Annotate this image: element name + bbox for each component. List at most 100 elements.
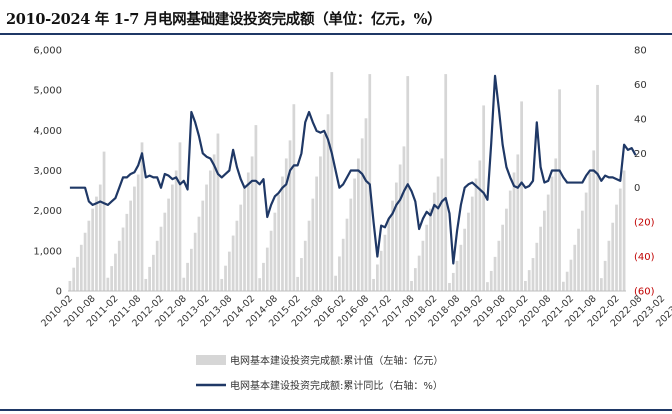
bar <box>596 84 599 291</box>
bar <box>201 200 205 292</box>
bar <box>186 262 189 291</box>
bar <box>231 235 235 291</box>
bar <box>281 176 284 291</box>
bar <box>79 244 83 291</box>
bar <box>284 158 288 291</box>
bar <box>243 188 246 291</box>
bar <box>345 218 349 291</box>
bar <box>326 114 330 292</box>
bar <box>167 198 170 291</box>
bar <box>558 89 561 291</box>
bar <box>338 256 341 291</box>
bar <box>250 156 254 291</box>
bar <box>425 224 429 291</box>
footer-rule <box>0 409 672 411</box>
bar <box>125 213 129 291</box>
bar <box>440 158 444 291</box>
bar <box>91 208 95 291</box>
bar <box>387 218 391 291</box>
bar <box>357 158 360 291</box>
bar <box>584 192 588 291</box>
bar <box>398 164 402 291</box>
bar <box>535 242 539 291</box>
bar <box>133 186 136 291</box>
title-rule <box>0 33 672 35</box>
bar <box>588 172 592 291</box>
left-axis-ticks: 0 1,000 2,000 3,000 4,000 5,000 6,000 <box>33 46 62 298</box>
bar <box>246 172 250 291</box>
bar-series <box>68 72 626 292</box>
right-tick-label: (40) <box>634 252 655 263</box>
left-tick-label: 6,000 <box>33 46 62 57</box>
bar <box>543 210 546 291</box>
bar <box>224 265 227 291</box>
bar <box>467 212 470 291</box>
bar <box>216 133 220 291</box>
bar <box>171 184 174 291</box>
bar <box>220 278 224 291</box>
bar <box>607 240 611 291</box>
bar <box>95 196 98 291</box>
bar <box>121 227 125 291</box>
bar <box>341 238 345 291</box>
legend-bar-label: 电网基本建设投资完成额:累计值（左轴：亿元） <box>230 354 443 367</box>
bar <box>330 72 334 291</box>
bar <box>531 258 535 291</box>
bar <box>459 244 463 291</box>
bar <box>322 134 326 291</box>
bar <box>334 275 337 291</box>
bar <box>129 200 132 292</box>
bar <box>315 176 318 291</box>
bar <box>159 226 163 291</box>
bar <box>463 228 467 291</box>
bar <box>539 226 542 291</box>
bar <box>152 254 155 291</box>
bar <box>417 255 421 291</box>
bar <box>421 240 425 291</box>
legend: 电网基本建设投资完成额:累计值（左轴：亿元） 电网基本建设投资完成额:累计同比（… <box>196 354 443 392</box>
bar <box>478 160 482 291</box>
bar <box>394 182 398 291</box>
bar <box>577 228 580 291</box>
bar <box>486 282 489 291</box>
right-tick-label: (60) <box>634 287 655 298</box>
bar <box>239 204 243 291</box>
bar <box>254 125 258 291</box>
bar <box>611 222 615 291</box>
left-tick-label: 2,000 <box>33 206 62 217</box>
bar <box>303 240 307 291</box>
bar <box>98 184 102 291</box>
bar <box>493 256 497 291</box>
left-tick-label: 1,000 <box>33 246 62 257</box>
bar <box>311 198 315 291</box>
bar <box>505 208 508 291</box>
left-tick-label: 4,000 <box>33 126 62 137</box>
bar <box>603 260 607 292</box>
legend-bar-swatch <box>196 355 226 365</box>
bar <box>155 240 159 291</box>
bar <box>205 184 208 291</box>
bar <box>360 138 364 291</box>
right-tick-label: (20) <box>634 218 655 229</box>
bar <box>448 282 451 291</box>
bar <box>565 271 569 291</box>
bar <box>413 268 417 291</box>
bar <box>497 240 501 291</box>
bar <box>262 262 265 291</box>
chart-title: 2010-2024 年 1-7 月电网基础建设投资完成额（单位：亿元，%） <box>6 11 442 28</box>
bar <box>197 216 201 291</box>
bar <box>455 260 459 292</box>
bar <box>391 200 394 292</box>
bar <box>451 272 455 291</box>
bar <box>546 194 550 291</box>
bar <box>592 150 596 291</box>
bar <box>76 256 79 291</box>
bar <box>227 251 231 291</box>
bar <box>300 258 303 291</box>
bar <box>470 196 474 291</box>
bar <box>569 259 573 291</box>
bar <box>562 281 565 291</box>
bar <box>106 277 110 291</box>
bar <box>292 104 296 291</box>
